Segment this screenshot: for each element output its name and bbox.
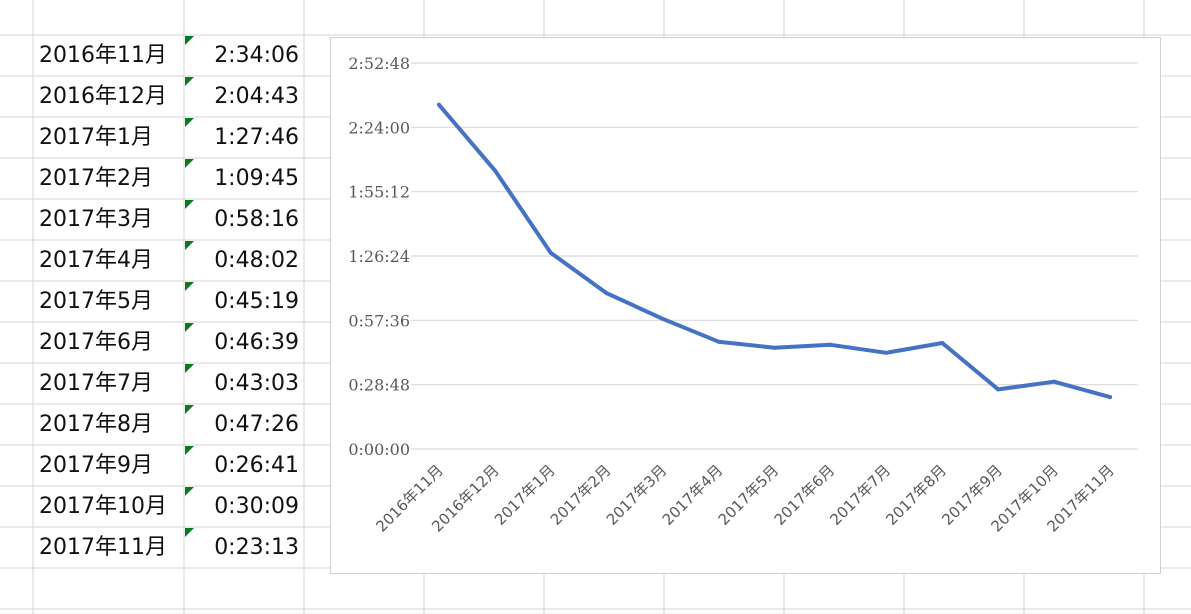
month-cell[interactable]: 2017年6月 <box>39 330 153 355</box>
data-point[interactable] <box>996 387 1001 392</box>
y-tick-label: 0:57:36 <box>348 311 410 330</box>
month-cell[interactable]: 2017年8月 <box>39 412 153 437</box>
error-indicator-icon[interactable] <box>185 282 194 291</box>
time-cell[interactable]: 0:23:13 <box>214 535 299 560</box>
error-indicator-icon[interactable] <box>185 364 194 373</box>
series-line[interactable] <box>437 102 1112 400</box>
y-tick-label: 1:55:12 <box>348 183 410 202</box>
time-cell[interactable]: 1:09:45 <box>214 166 299 191</box>
error-indicator-icon[interactable] <box>185 36 194 45</box>
y-tick-label: 0:28:48 <box>348 376 410 395</box>
data-point[interactable] <box>604 291 609 296</box>
data-point[interactable] <box>492 168 497 173</box>
data-point[interactable] <box>1108 395 1113 400</box>
time-cell[interactable]: 0:43:03 <box>214 371 299 396</box>
month-cell[interactable]: 2017年10月 <box>39 494 167 519</box>
error-indicator-icon[interactable] <box>185 77 194 86</box>
data-point[interactable] <box>828 342 833 347</box>
month-cell[interactable]: 2017年2月 <box>39 166 153 191</box>
error-indicator-icon[interactable] <box>185 200 194 209</box>
data-point[interactable] <box>716 339 721 344</box>
y-tick-label: 0:00:00 <box>348 440 410 459</box>
month-cell[interactable]: 2017年3月 <box>39 207 153 232</box>
month-cell[interactable]: 2017年7月 <box>39 371 153 396</box>
chart-plot: 0:00:00 0:28:48 0:57:36 1:26:24 1:55:12 2:24:… <box>348 54 1138 536</box>
error-indicator-icon[interactable] <box>185 528 194 537</box>
month-cell[interactable]: 2017年9月 <box>39 453 153 478</box>
data-point[interactable] <box>660 316 665 321</box>
error-indicator-icon[interactable] <box>185 487 194 496</box>
month-cell[interactable]: 2017年5月 <box>39 289 153 314</box>
time-cell[interactable]: 0:47:26 <box>214 412 299 437</box>
error-indicator-icon[interactable] <box>185 159 194 168</box>
error-indicator-icon[interactable] <box>185 405 194 414</box>
y-tick-label: 1:26:24 <box>348 247 410 266</box>
time-cell[interactable]: 2:34:06 <box>214 43 299 68</box>
month-cell[interactable]: 2017年1月 <box>39 125 153 150</box>
time-cell[interactable]: 0:30:09 <box>214 494 299 519</box>
month-cell[interactable]: 2017年11月 <box>39 535 167 560</box>
line-chart[interactable]: 0:00:00 0:28:48 0:57:36 1:26:24 1:55:12 2:24:… <box>330 37 1161 574</box>
month-cell[interactable]: 2017年4月 <box>39 248 153 273</box>
time-cell[interactable]: 0:48:02 <box>214 248 299 273</box>
y-tick-label: 2:24:00 <box>348 118 410 137</box>
data-point[interactable] <box>436 102 441 107</box>
data-point[interactable] <box>940 341 945 346</box>
error-indicator-icon[interactable] <box>185 446 194 455</box>
time-cell[interactable]: 2:04:43 <box>214 84 299 109</box>
time-cell[interactable]: 0:26:41 <box>214 453 299 478</box>
error-indicator-icon[interactable] <box>185 241 194 250</box>
error-indicator-icon[interactable] <box>185 323 194 332</box>
error-indicator-icon[interactable] <box>185 118 194 127</box>
time-cell[interactable]: 0:46:39 <box>214 330 299 355</box>
time-cell[interactable]: 0:45:19 <box>214 289 299 314</box>
data-point[interactable] <box>772 345 777 350</box>
data-point[interactable] <box>884 350 889 355</box>
data-point[interactable] <box>1052 379 1057 384</box>
data-point[interactable] <box>548 250 553 255</box>
time-cell[interactable]: 0:58:16 <box>214 207 299 232</box>
time-cell[interactable]: 1:27:46 <box>214 125 299 150</box>
month-cell[interactable]: 2016年11月 <box>39 43 167 68</box>
month-cell[interactable]: 2016年12月 <box>39 84 167 109</box>
y-tick-label: 2:52:48 <box>348 54 410 73</box>
